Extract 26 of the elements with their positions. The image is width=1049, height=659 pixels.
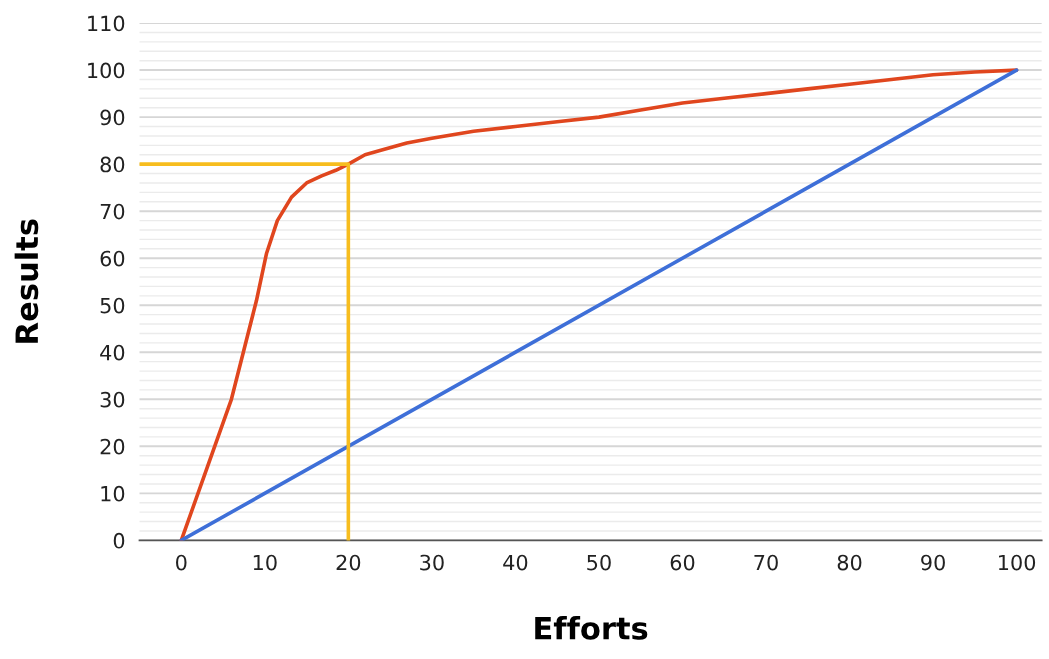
x-tick-label: 90 [921,554,945,571]
y-tick-label: 100 [88,62,125,79]
y-tick-label: 10 [101,485,125,502]
y-tick-label: 0 [113,532,125,549]
x-tick-label: 40 [503,554,528,571]
x-tick-label: 20 [336,554,361,571]
x-tick-label: 50 [587,554,611,571]
x-tick-label: 60 [670,554,695,571]
y-tick-label: 80 [100,156,125,173]
y-tick-label: 110 [88,15,125,32]
x-tick-label: 0 [176,554,187,571]
x-tick-label: 80 [837,554,862,571]
x-tick-label: 10 [253,554,277,571]
y-tick-label: 20 [100,438,125,455]
y-tick-label: 90 [100,109,125,126]
x-tick-label: 30 [420,554,444,571]
x-tick-label: 100 [999,554,1036,571]
y-axis-title: Results [14,219,39,343]
y-tick-label: 50 [100,297,125,314]
line-series [179,68,1019,541]
x-tick-label: 70 [754,554,778,571]
y-tick-label: 30 [100,391,125,408]
y-tick-label: 70 [100,203,125,220]
x-axis-title: Efforts [535,616,648,640]
y-tick-label: 60 [100,250,125,267]
y-tick-label: 40 [100,344,125,361]
